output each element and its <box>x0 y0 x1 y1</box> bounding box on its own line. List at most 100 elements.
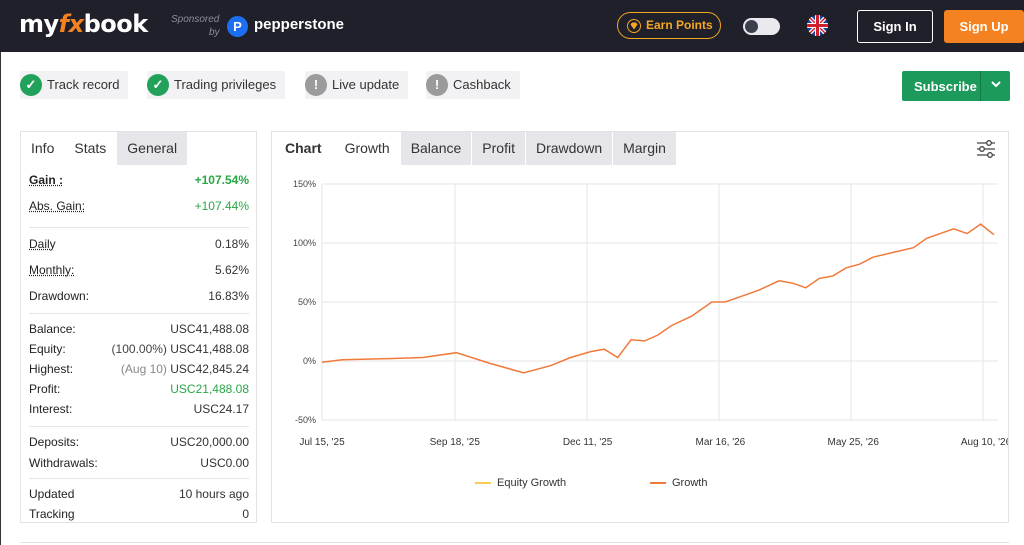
sign-in-button[interactable]: Sign In <box>857 10 933 43</box>
balance-label: Balance: <box>29 322 76 336</box>
y-tick-label: 100% <box>293 238 316 248</box>
deposits-label: Deposits: <box>29 435 80 449</box>
legend-label: Equity Growth <box>497 477 567 489</box>
equity-pct: (100.00%) <box>111 342 167 356</box>
deposits-value: USC20,000.00 <box>170 435 249 449</box>
tracking-value: 0 <box>242 507 249 521</box>
logo-fx: fx <box>58 10 84 38</box>
uk-flag-icon[interactable] <box>807 15 828 36</box>
x-tick-label: Jul 15, '25 <box>299 437 345 448</box>
logo-book: book <box>83 10 149 38</box>
subscribe-button[interactable]: Subscribe <box>902 71 1010 101</box>
stats-panel: Info Stats General Gain : +107.54% Abs. … <box>20 131 257 523</box>
highest-label: Highest: <box>29 362 74 376</box>
theme-toggle[interactable] <box>743 18 780 35</box>
tab-chart[interactable]: Chart <box>272 132 335 165</box>
sponsor-name[interactable]: pepperstone <box>254 16 345 33</box>
x-tick-label: Aug 10, '26 <box>961 437 1008 448</box>
sponsored-label: Sponsored <box>171 14 220 25</box>
legend-swatch <box>650 482 666 485</box>
stat-row-deposits: Deposits: USC20,000.00 <box>29 431 249 452</box>
tab-info[interactable]: Info <box>21 132 65 165</box>
main-content: ✓ Track record ✓ Trading privileges ! Li… <box>0 52 1024 545</box>
badge-live-update[interactable]: ! Live update <box>305 71 409 99</box>
x-tick-label: Mar 16, '26 <box>696 437 746 448</box>
earn-points-button[interactable]: Earn Points <box>617 12 721 39</box>
tab-drawdown[interactable]: Drawdown <box>524 132 613 165</box>
monthly-label[interactable]: Monthly: <box>29 263 75 277</box>
balance-value: USC41,488.08 <box>170 322 249 336</box>
logo-my: my <box>19 10 59 38</box>
stat-row-equity: Equity: (100.00%) USC41,488.08 <box>29 338 249 358</box>
badge-trading-privileges[interactable]: ✓ Trading privileges <box>147 71 286 99</box>
chevron-down-icon[interactable] <box>990 78 1002 93</box>
highest-value: USC42,845.24 <box>170 362 249 376</box>
stats-balance-group: Balance: USC41,488.08 Equity: (100.00%) … <box>29 313 249 422</box>
bottom-divider <box>20 542 1009 545</box>
interest-value: USC24.17 <box>193 402 249 416</box>
stat-row-gain: Gain : +107.54% <box>29 169 249 195</box>
highest-date: (Aug 10) <box>120 362 167 376</box>
equity-value-wrap: (100.00%) USC41,488.08 <box>112 342 249 356</box>
tab-growth[interactable]: Growth <box>334 132 400 165</box>
stat-row-abs-gain: Abs. Gain: +107.44% <box>29 195 249 221</box>
stat-row-tracking: Tracking 0 <box>29 503 249 523</box>
stats-gain-group: Gain : +107.54% Abs. Gain: +107.44% <box>29 169 249 221</box>
sign-up-button[interactable]: Sign Up <box>944 10 1024 43</box>
drawdown-label: Drawdown: <box>29 289 90 303</box>
equity-value: USC41,488.08 <box>170 342 249 356</box>
stat-row-profit: Profit: USC21,488.08 <box>29 378 249 398</box>
growth-series-line <box>321 223 995 374</box>
tab-stats[interactable]: Stats <box>64 132 117 165</box>
check-icon: ✓ <box>147 74 169 96</box>
abs-gain-label[interactable]: Abs. Gain: <box>29 199 86 213</box>
tracking-label: Tracking <box>29 507 75 521</box>
stat-row-highest: Highest: (Aug 10) USC42,845.24 <box>29 358 249 378</box>
pepperstone-icon[interactable]: P <box>227 16 248 37</box>
stat-row-drawdown: Drawdown: 16.83% <box>29 285 249 309</box>
tab-profit[interactable]: Profit <box>471 132 525 165</box>
badge-track-record[interactable]: ✓ Track record <box>20 71 129 99</box>
badge-cashback[interactable]: ! Cashback <box>426 71 520 99</box>
exclamation-icon: ! <box>305 74 327 96</box>
monthly-value: 5.62% <box>214 263 249 277</box>
updated-label: Updated <box>29 487 75 501</box>
daily-value: 0.18% <box>214 237 249 251</box>
myfxbook-logo[interactable]: myfxbook <box>19 10 148 38</box>
stat-row-monthly: Monthly: 5.62% <box>29 259 249 285</box>
abs-gain-value: +107.44% <box>194 199 249 213</box>
top-navbar: myfxbook Sponsored by P pepperstone Earn… <box>0 0 1024 52</box>
gain-label[interactable]: Gain : <box>29 173 64 187</box>
withdrawals-label: Withdrawals: <box>29 456 98 470</box>
updated-value: 10 hours ago <box>178 487 249 501</box>
toggle-knob <box>745 20 758 33</box>
x-tick-label: May 25, '26 <box>828 437 880 448</box>
growth-chart[interactable]: 150% 100% 50% 0% -50% Jul 15, '25 Sep 18, '25 D… <box>272 172 1008 472</box>
interest-label: Interest: <box>29 402 73 416</box>
stats-tabs: Info Stats General <box>21 132 188 165</box>
gain-value: +107.54% <box>194 173 249 187</box>
stat-row-balance: Balance: USC41,488.08 <box>29 318 249 338</box>
stats-deposit-group: Deposits: USC20,000.00 Withdrawals: USC0… <box>29 426 249 474</box>
stats-rate-group: Daily 0.18% Monthly: 5.62% Drawdown: 16.… <box>29 227 249 309</box>
x-tick-label: Sep 18, '25 <box>430 437 481 448</box>
tab-margin[interactable]: Margin <box>612 132 676 165</box>
badge-label: Track record <box>47 77 120 92</box>
chart-tabs: Chart Growth Balance Profit Drawdown Mar… <box>272 132 676 165</box>
legend-growth[interactable]: Growth <box>650 477 707 489</box>
tab-balance[interactable]: Balance <box>399 132 472 165</box>
earn-points-label: Earn Points <box>646 18 713 32</box>
daily-label[interactable]: Daily <box>29 237 56 251</box>
withdrawals-value: USC0.00 <box>200 456 249 470</box>
profit-label: Profit: <box>29 382 61 396</box>
drawdown-value: 16.83% <box>208 289 249 303</box>
diamond-icon <box>627 17 641 42</box>
badge-label: Live update <box>332 77 400 92</box>
sponsored-text: Sponsored by <box>171 13 220 39</box>
profit-value: USC21,488.08 <box>170 382 249 396</box>
legend-swatch <box>475 482 491 485</box>
y-tick-label: -50% <box>295 415 316 425</box>
settings-sliders-icon[interactable] <box>976 140 996 161</box>
legend-equity-growth[interactable]: Equity Growth <box>475 477 566 489</box>
tab-general[interactable]: General <box>116 132 188 165</box>
